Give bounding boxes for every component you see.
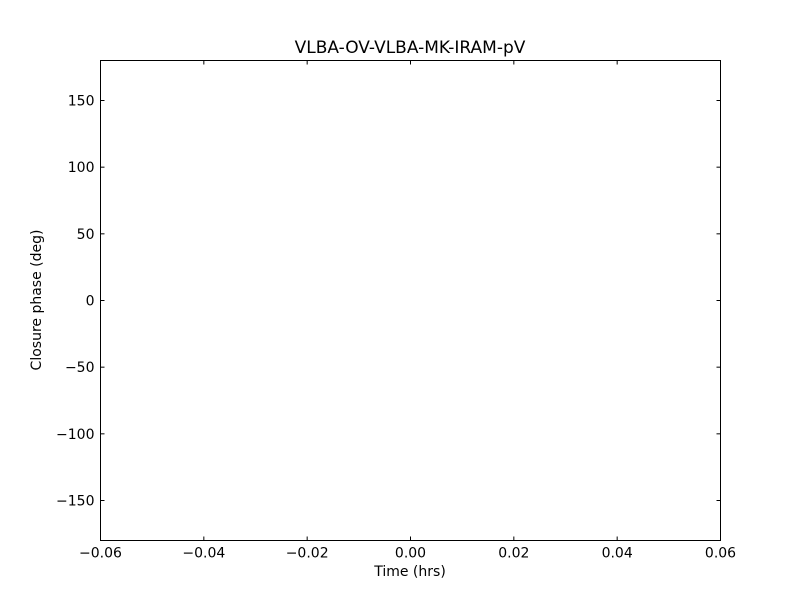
- x-tick-label: 0.06: [705, 546, 736, 562]
- x-tick-label: 0.04: [602, 546, 633, 562]
- y-tick-label: 150: [68, 94, 95, 110]
- x-tick-label: 0.02: [498, 546, 529, 562]
- y-tick-label: −150: [56, 494, 94, 510]
- chart-title: VLBA-OV-VLBA-MK-IRAM-pV: [295, 38, 526, 58]
- y-tick-label: −50: [65, 360, 95, 376]
- x-tick-label: −0.02: [286, 546, 329, 562]
- y-tick-label: 0: [86, 294, 95, 310]
- y-tick-label: 50: [77, 227, 95, 243]
- x-tick-label: −0.06: [79, 546, 122, 562]
- x-tick-label: −0.04: [182, 546, 225, 562]
- y-tick-label: 100: [68, 160, 95, 176]
- x-axis-label: Time (hrs): [373, 564, 446, 580]
- y-axis-label: Closure phase (deg): [29, 230, 45, 371]
- y-tick-label: −100: [56, 427, 94, 443]
- plot-area: [100, 60, 721, 541]
- x-tick-label: 0.00: [395, 546, 426, 562]
